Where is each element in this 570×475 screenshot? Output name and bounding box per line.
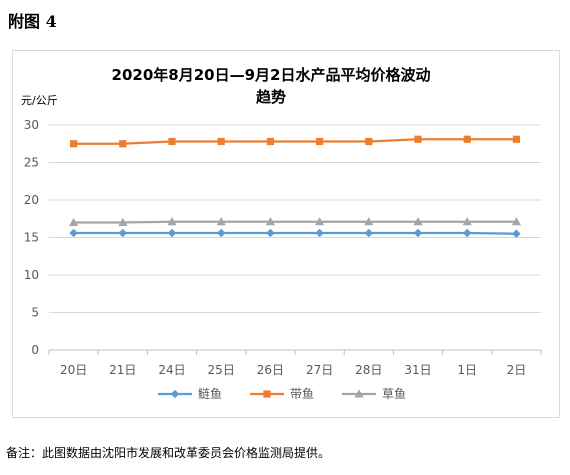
chart-title-line1: 2020年8月20日—9月2日水产品平均价格波动 — [112, 66, 431, 84]
data-point — [265, 217, 275, 226]
data-point — [217, 228, 226, 238]
y-tick-label: 20 — [24, 193, 39, 207]
footnote: 备注：此图数据由沈阳市发展和改革委员会价格监测局提供。 — [6, 446, 331, 460]
data-point — [413, 217, 423, 226]
data-point — [217, 137, 225, 146]
data-point — [315, 228, 324, 238]
x-tick-label: 28日 — [355, 363, 382, 377]
series-line — [73, 138, 517, 145]
data-point — [413, 228, 423, 238]
data-point — [168, 137, 176, 146]
axes: 0 5 10 15 20 25 30 20日 21日 24日 25日 26日 27日 28日 31日 1日 2日 — [24, 118, 542, 377]
line-chart: 2020年8月20日—9月2日水产品平均价格波动 趋势 元/公斤 0 5 10 15 2… — [21, 66, 542, 401]
data-point — [463, 135, 471, 143]
data-point — [266, 228, 275, 238]
data-point — [414, 135, 422, 143]
data-point — [512, 135, 520, 143]
legend: 鲢鱼 带鱼 草鱼 — [158, 386, 406, 401]
data-point — [365, 137, 373, 146]
data-point — [364, 228, 373, 238]
series-line — [73, 231, 517, 235]
legend-label: 鲢鱼 — [198, 386, 222, 401]
data-point — [315, 217, 325, 226]
x-tick-label: 27日 — [306, 363, 333, 377]
chart-title-line2: 趋势 — [256, 88, 286, 106]
chart-container: 2020年8月20日—9月2日水产品平均价格波动 趋势 元/公斤 0 5 10 15 2… — [12, 50, 560, 418]
data-point — [118, 217, 128, 226]
x-tick-label: 24日 — [158, 363, 185, 377]
data-point — [316, 137, 324, 146]
x-tick-label: 21日 — [109, 363, 136, 377]
y-tick-label: 15 — [24, 231, 39, 245]
data-point — [512, 229, 521, 238]
data-point — [70, 140, 78, 148]
data-point — [462, 217, 472, 226]
x-tick-label: 2日 — [507, 363, 527, 377]
data-point — [463, 228, 472, 238]
data-point — [511, 217, 521, 226]
legend-swatch-marker — [170, 389, 180, 399]
legend-swatch-marker — [354, 389, 364, 398]
data-point — [266, 137, 274, 146]
x-tick-label: 26日 — [257, 363, 284, 377]
data-point — [167, 228, 177, 238]
legend-label: 带鱼 — [290, 387, 314, 401]
data-point — [216, 217, 226, 226]
legend-label: 草鱼 — [382, 387, 406, 401]
data-point — [69, 228, 78, 238]
x-tick-label: 1日 — [457, 363, 477, 377]
y-tick-label: 0 — [31, 343, 39, 357]
x-tick-label: 25日 — [208, 363, 235, 377]
y-tick-label: 10 — [24, 268, 39, 282]
data-point — [167, 217, 177, 226]
y-tick-label: 25 — [24, 156, 39, 170]
x-tick-label: 20日 — [60, 363, 87, 377]
series-lines — [69, 135, 521, 238]
legend-swatch-marker — [263, 390, 271, 398]
series-line — [73, 220, 517, 224]
x-tick-label: 31日 — [404, 363, 431, 377]
gridlines — [49, 124, 541, 313]
data-point — [69, 217, 79, 226]
y-tick-label: 5 — [31, 306, 39, 320]
y-axis-label: 元/公斤 — [21, 94, 58, 107]
data-point — [118, 228, 127, 238]
page-heading: 附图 4 — [8, 12, 57, 31]
data-point — [119, 140, 127, 148]
data-point — [364, 217, 374, 226]
y-tick-label: 30 — [24, 118, 39, 132]
